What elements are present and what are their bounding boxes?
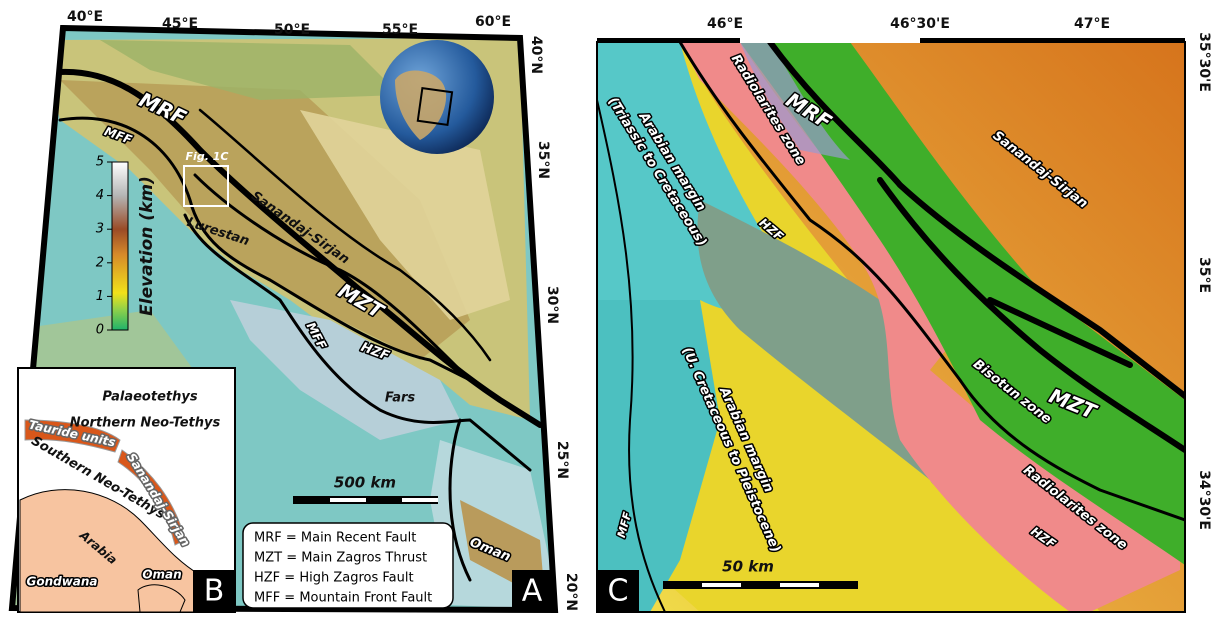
legend-entry: MFF = Mountain Front Fault	[254, 591, 432, 606]
panel-c: 46°E 46°30'E 47°E 35°30'E 35°E 34°30'E M…	[597, 16, 1212, 612]
figure: 40°E 45°E 50°E 55°E 60°E 40°N 35°N 30°N …	[0, 0, 1214, 619]
b-label: Northern Neo-Tethys	[70, 416, 221, 431]
lon-tick: 47°E	[1074, 16, 1110, 32]
b-label: Gondwana	[26, 575, 97, 589]
legend-entry: HZF = High Zagros Fault	[254, 571, 414, 586]
legend-entry: MRF = Main Recent Fault	[254, 531, 416, 546]
scale-label: 50 km	[722, 558, 774, 576]
lon-tick: 45°E	[162, 16, 198, 32]
colorbar-tick-label: 3	[96, 222, 104, 237]
scale-bar-c	[663, 581, 858, 589]
inset-label: Fig. 1C	[186, 150, 229, 163]
colorbar-tick-label: 5	[96, 155, 104, 170]
panel-label: A	[522, 574, 543, 609]
scale-bar-a	[293, 496, 438, 504]
panel-label: B	[204, 574, 225, 609]
region-label: Fars	[385, 391, 416, 406]
colorbar-tick-label: 0	[96, 323, 104, 338]
colorbar-title: Elevation (km)	[137, 176, 157, 316]
lon-tick: 55°E	[382, 22, 418, 38]
lat-tick: 35°E	[1196, 257, 1212, 293]
scale-label: 500 km	[334, 474, 396, 492]
lon-tick: 40°E	[67, 9, 103, 25]
lat-tick: 20°N	[563, 573, 579, 611]
panel-label: C	[608, 574, 629, 609]
b-label: Palaeotethys	[102, 390, 197, 405]
lat-tick: 25°N	[554, 441, 570, 479]
lon-tick: 46°E	[707, 16, 743, 32]
lat-tick: 35°N	[535, 141, 551, 179]
legend-entry: MZT = Main Zagros Thrust	[254, 551, 427, 566]
lon-tick: 60°E	[475, 14, 511, 30]
colorbar-tick-label: 4	[96, 188, 104, 203]
lat-tick: 40°N	[528, 36, 544, 74]
lon-tick: 46°30'E	[890, 16, 950, 32]
b-label: Oman	[142, 568, 181, 582]
panel-b: Palaeotethys Northern Neo-Tethys Tauride…	[18, 368, 235, 612]
lon-tick: 50°E	[274, 22, 310, 38]
lat-tick: 35°30'E	[1196, 32, 1212, 92]
lat-tick: 34°30'E	[1196, 470, 1212, 530]
colorbar-tick-label: 1	[96, 289, 104, 304]
lat-tick: 30°N	[544, 286, 560, 324]
colorbar-tick-label: 2	[96, 255, 104, 270]
colorbar	[112, 162, 128, 330]
